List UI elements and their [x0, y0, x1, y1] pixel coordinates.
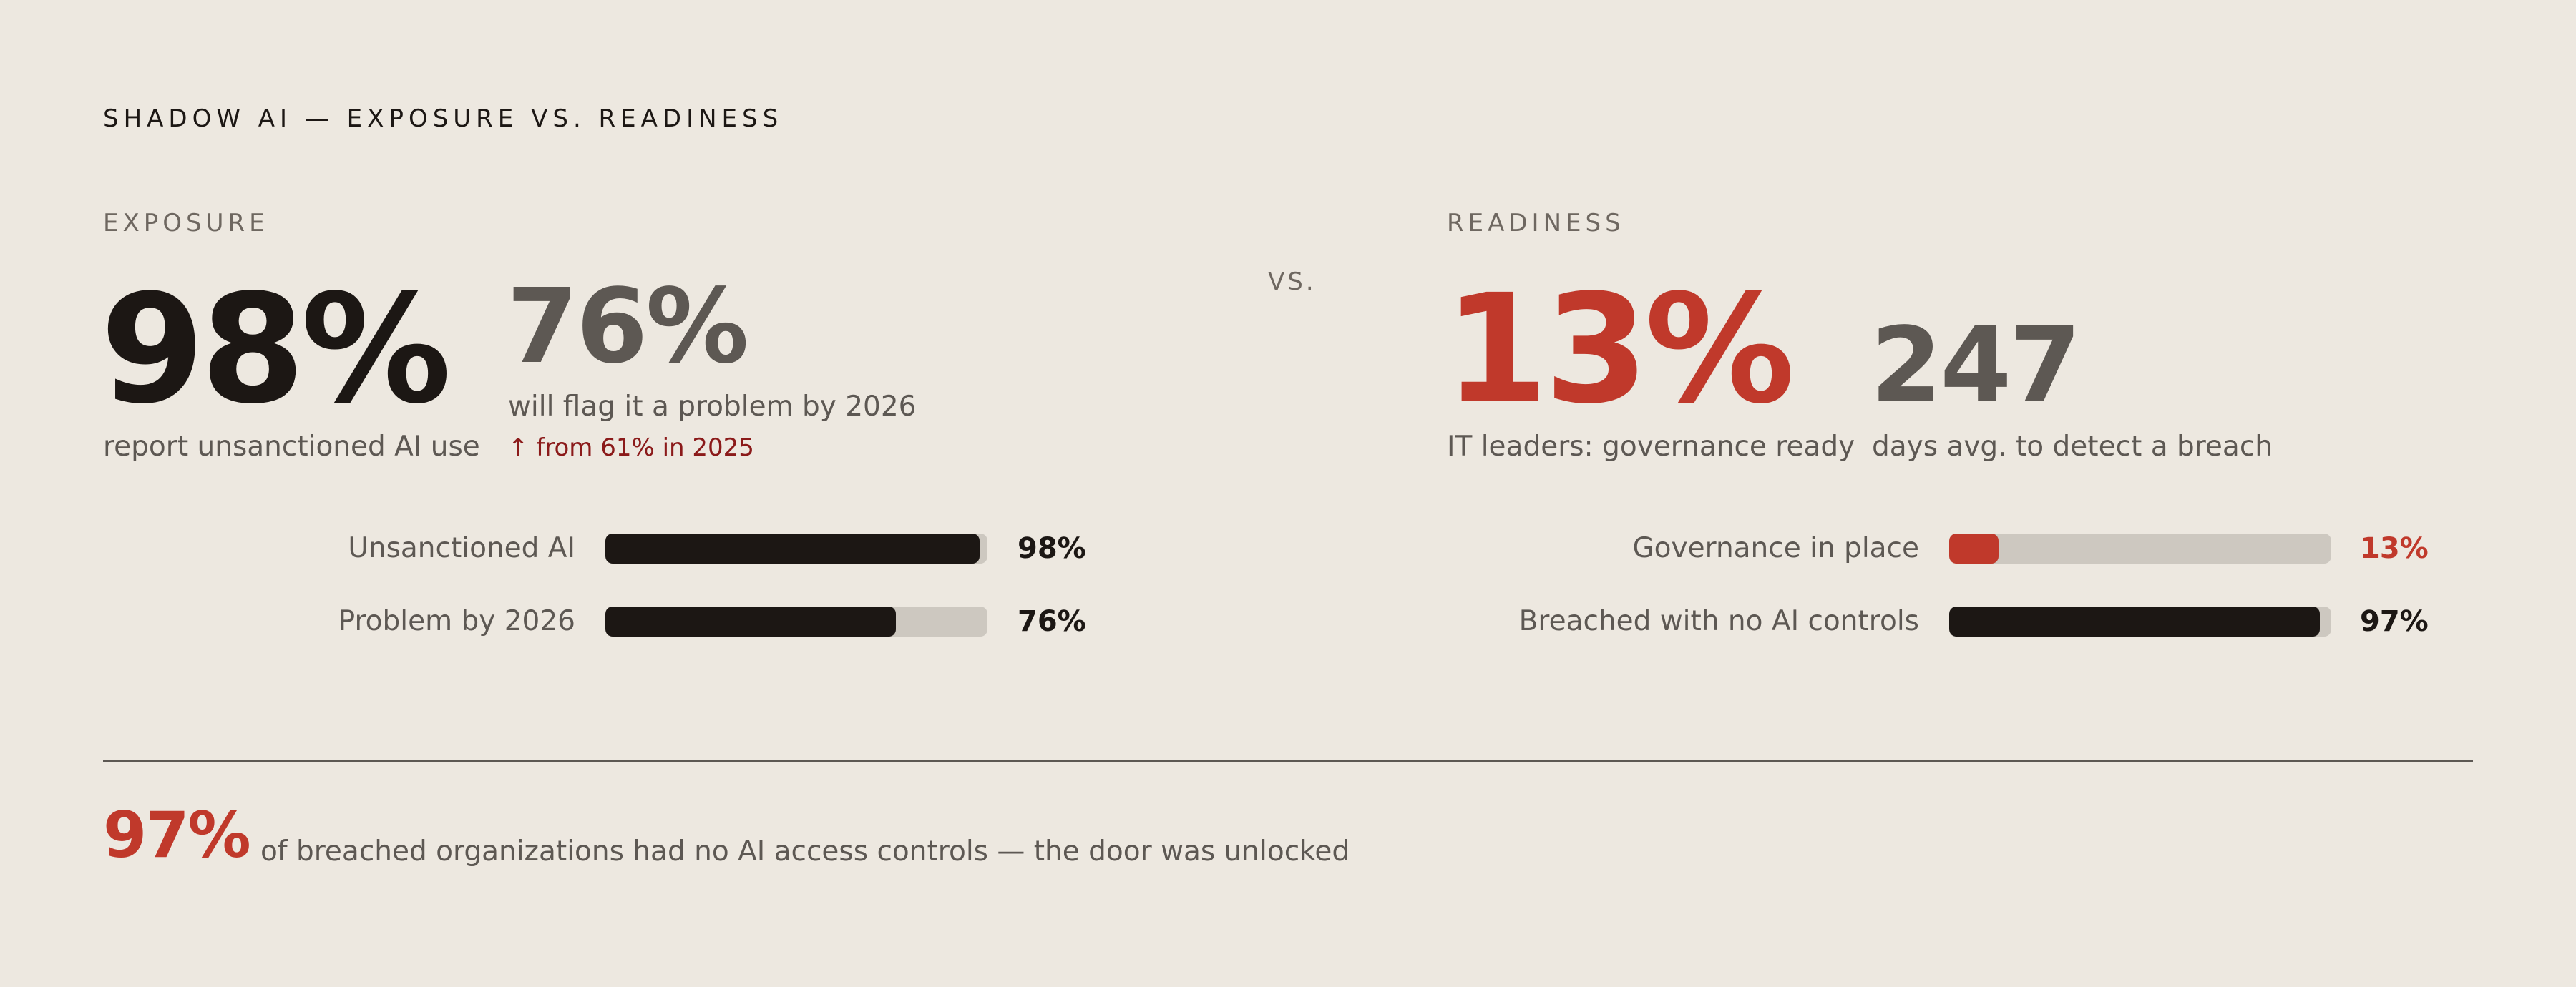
readiness-label: READINESS [1447, 209, 1625, 237]
footer-divider [103, 760, 2473, 762]
bar-label-unsanctioned-ai: Unsanctioned AI [348, 532, 575, 564]
bar-problem-by-2026 [605, 607, 896, 637]
exposure-stat-problem: 76% [507, 266, 749, 386]
bar-label-breached-with-no-ai-controls: Breached with no AI controls [1518, 605, 1919, 637]
bar-breached-with-no-ai-controls [1949, 607, 2320, 637]
exposure-trend-note: ↑ from 61% in 2025 [508, 433, 754, 462]
bar-value-governance-in-place: 13% [2360, 532, 2429, 565]
footer-stat: 97% [103, 798, 251, 872]
bar-value-breached-with-no-ai-controls: 97% [2360, 605, 2429, 638]
bar-track-problem-by-2026 [605, 607, 987, 637]
exposure-label: EXPOSURE [103, 209, 269, 237]
bar-value-problem-by-2026: 76% [1018, 605, 1086, 638]
vs-label: VS. [1268, 267, 1317, 296]
bar-label-problem-by-2026: Problem by 2026 [338, 605, 575, 637]
readiness-stat-governance-caption: IT leaders: governance ready [1447, 431, 1855, 463]
readiness-stat-governance: 13% [1444, 262, 1795, 437]
footer-text: of breached organizations had no AI acce… [260, 835, 1350, 868]
bar-label-governance-in-place: Governance in place [1632, 532, 1919, 564]
bar-track-governance-in-place [1949, 534, 2331, 564]
bar-unsanctioned-ai [605, 534, 980, 564]
exposure-stat-unsanctioned: 98% [100, 262, 452, 437]
exposure-stat-problem-caption: will flag it a problem by 2026 [508, 391, 917, 423]
readiness-stat-detect-days: 247 [1870, 305, 2082, 425]
readiness-stat-detect-caption: days avg. to detect a breach [1872, 431, 2273, 463]
bar-governance-in-place [1949, 534, 1999, 564]
page-title: SHADOW AI — EXPOSURE VS. READINESS [103, 104, 784, 133]
bar-track-unsanctioned-ai [605, 534, 987, 564]
bar-track-breached-with-no-ai-controls [1949, 607, 2331, 637]
bar-value-unsanctioned-ai: 98% [1018, 532, 1086, 565]
exposure-stat-unsanctioned-caption: report unsanctioned AI use [103, 431, 480, 463]
